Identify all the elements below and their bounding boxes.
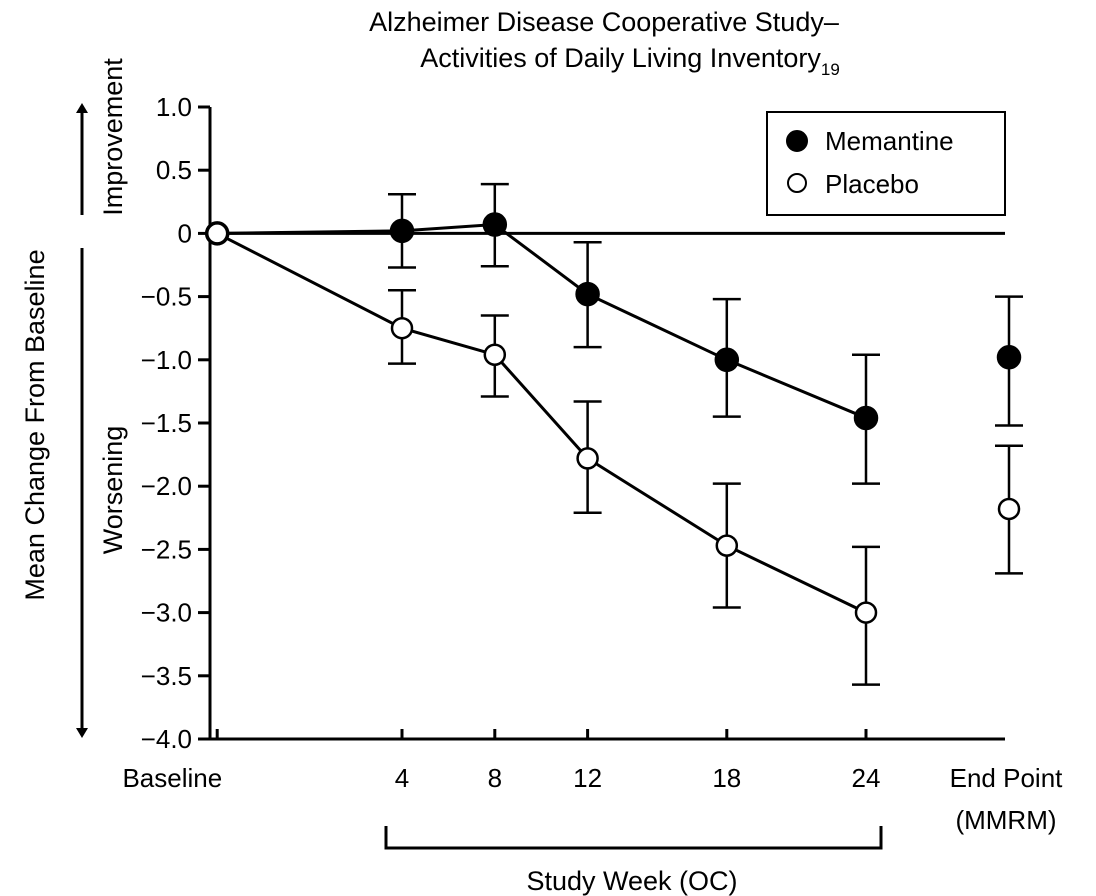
placebo-point <box>854 601 878 624</box>
x-axis-label: Study Week (OC) <box>526 866 737 896</box>
y-tick-label: −1.5 <box>141 408 192 438</box>
y-tick-label: 0.5 <box>156 155 192 185</box>
y-tick-label: −4.0 <box>141 724 192 754</box>
chart-title-line1: Alzheimer Disease Cooperative Study– <box>369 7 839 37</box>
endpoint-label-line1: End Point <box>950 763 1064 793</box>
placebo-endpoint-point <box>997 497 1021 521</box>
x-tick-label: 8 <box>488 763 502 793</box>
chart-title-line2: Activities of Daily Living Inventory19 <box>420 43 840 79</box>
legend-placebo-marker <box>787 173 807 193</box>
legend: Memantine Placebo <box>766 111 1006 216</box>
y-tick-label: 0 <box>178 218 192 248</box>
y-tick-label: −3.5 <box>141 661 192 691</box>
legend-box <box>766 111 1006 216</box>
memantine-point <box>389 218 415 244</box>
y-tick-label: −0.5 <box>141 282 192 312</box>
placebo-point <box>576 447 599 470</box>
placebo-point <box>483 343 507 366</box>
y-axis-label: Mean Change From Baseline <box>20 249 50 600</box>
x-tick-label: 4 <box>395 763 409 793</box>
study-week-bracket <box>384 826 883 850</box>
memantine-endpoint-point <box>996 345 1022 370</box>
y-tick-label: −2.5 <box>141 534 192 564</box>
y-direction-down-label: Worsening <box>98 426 128 555</box>
placebo-line <box>216 232 867 614</box>
legend-placebo-label: Placebo <box>825 169 919 199</box>
chart-title-line2-text: Activities of Daily Living Inventory <box>420 43 821 73</box>
y-direction-up-label: Improvement <box>98 58 128 216</box>
endpoint-label-line2: (MMRM) <box>955 805 1056 835</box>
memantine-point <box>714 347 740 373</box>
x-tick-label: 12 <box>573 763 602 793</box>
x-tick-label: 18 <box>712 763 741 793</box>
memantine-point <box>575 281 600 307</box>
y-tick-label: −2.0 <box>141 471 192 501</box>
legend-memantine-label: Memantine <box>825 126 954 156</box>
placebo-point <box>715 534 739 557</box>
x-tick-label: Baseline <box>122 763 222 793</box>
memantine-line <box>217 223 867 420</box>
y-ticks: 1.0 0.5 0 −0.5 −1.0 −1.5 −2.0 −2.5 −3.0 −3.5 −4.0 <box>141 92 210 754</box>
y-tick-label: −3.0 <box>141 598 192 628</box>
chart-title-subscript: 19 <box>821 60 840 79</box>
placebo-point <box>390 316 414 340</box>
legend-memantine-marker <box>786 130 808 152</box>
x-ticks: Baseline 4 8 12 18 24 <box>122 729 880 793</box>
y-tick-label: −1.0 <box>141 345 192 375</box>
y-tick-label: 1.0 <box>156 92 192 122</box>
memantine-point <box>482 212 508 237</box>
series-layer <box>204 182 1023 686</box>
x-tick-label: 24 <box>852 763 881 793</box>
baseline-point <box>205 222 229 245</box>
memantine-point <box>853 405 879 431</box>
